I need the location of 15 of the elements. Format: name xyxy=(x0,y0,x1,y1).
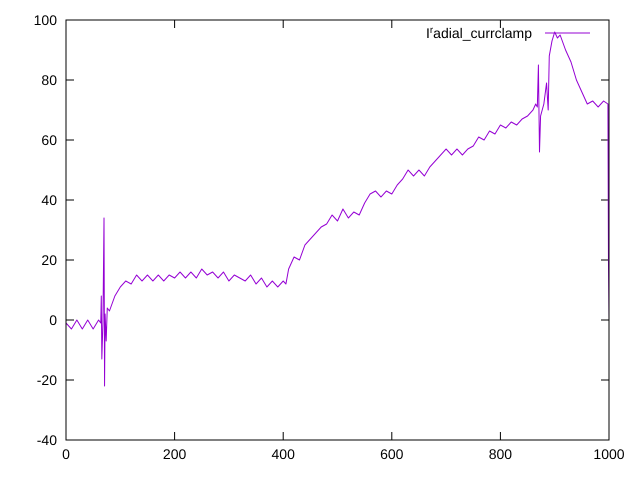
x-tick-label: 400 xyxy=(272,446,296,462)
y-tick-label: 0 xyxy=(49,312,58,328)
x-tick-label: 0 xyxy=(62,446,70,462)
y-tick-label: 60 xyxy=(41,132,58,148)
x-tick-label: 1000 xyxy=(593,446,625,462)
y-tick-label: 80 xyxy=(41,72,58,88)
y-tick-label: -40 xyxy=(36,432,58,448)
y-tick-label: 100 xyxy=(34,12,58,28)
x-tick-label: 200 xyxy=(162,446,186,462)
y-tick-label: 40 xyxy=(41,192,58,208)
y-tick-label: -20 xyxy=(36,372,58,388)
y-tick-label: 20 xyxy=(41,252,58,268)
x-tick-label: 800 xyxy=(488,446,512,462)
x-tick-label: 600 xyxy=(380,446,404,462)
legend-label: I$^{r}$adial_currclamp xyxy=(426,24,532,41)
